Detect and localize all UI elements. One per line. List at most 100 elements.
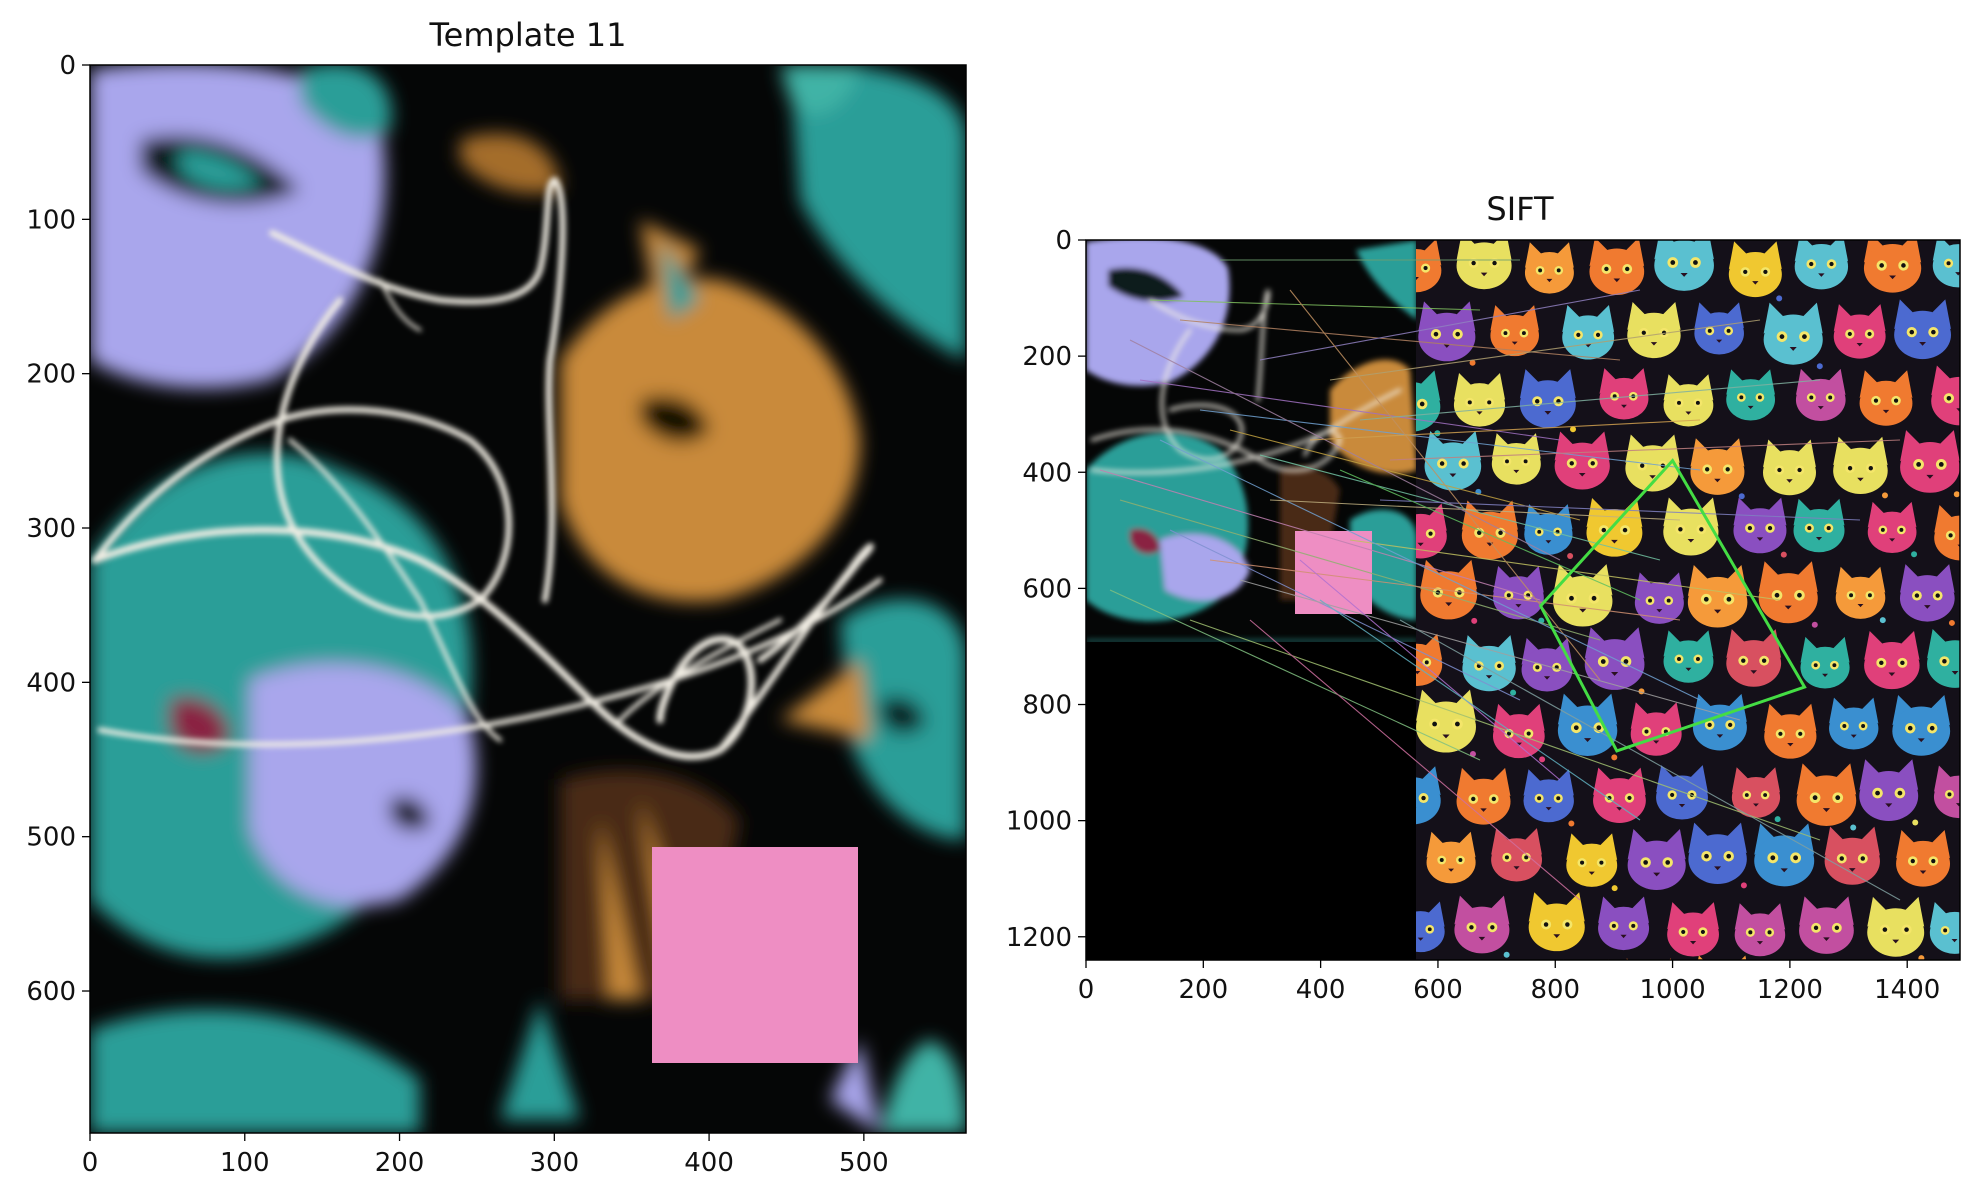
scene-cat: [1867, 501, 1918, 558]
scene-cat: [1764, 703, 1817, 759]
scene-cat: [1493, 566, 1545, 624]
sift-panel-title: SIFT: [1486, 190, 1554, 228]
scene-cat: [1799, 896, 1854, 954]
scene-cat: [1416, 901, 1445, 953]
template-y-tick-label: 200: [26, 360, 76, 390]
scene-cat: [1630, 702, 1682, 756]
scene-cat: [1698, 955, 1747, 960]
template-y-tick-label: 500: [26, 823, 76, 853]
scene-cat: [1763, 439, 1816, 496]
template-x-tick-label: 0: [82, 1148, 99, 1178]
template-x-tick-label: 300: [529, 1148, 579, 1178]
template-panel: Template 11: [26, 16, 967, 1178]
template-y-tick-label: 400: [26, 668, 76, 698]
scene-cat: [1933, 765, 1960, 819]
scene-cat: [1426, 831, 1476, 884]
sift-y-axis: 0 200 400 600 800 1000 1200: [1006, 226, 1086, 953]
template-pink-rect: [652, 847, 858, 1063]
scene-cat: [1758, 561, 1818, 628]
scene-cat: [1734, 903, 1786, 957]
scene-cat: [1726, 629, 1782, 687]
sift-match-lines: [1099, 259, 1901, 901]
scene-cat: [1754, 823, 1815, 887]
scene-cat: [1927, 629, 1960, 688]
sift-y-tick-label: 800: [1022, 691, 1072, 721]
scene-cat: [1968, 703, 1978, 762]
scene-cat: [1589, 240, 1645, 295]
scene-cat: [1966, 569, 1978, 626]
sift-homography-polygon: [1538, 458, 1807, 753]
scene-cat: [1863, 240, 1922, 293]
scene-cat: [1965, 829, 1978, 891]
scene-cat: [1692, 693, 1747, 751]
scene-cat: [1424, 431, 1482, 495]
template-y-axis: 0 100 200 300 400 500 600: [26, 51, 90, 1007]
scene-cat: [1562, 305, 1615, 360]
scene-cat: [1690, 438, 1745, 500]
scene-cat: [1566, 833, 1618, 892]
scene-cat: [1416, 370, 1441, 437]
scene-cat: [1694, 302, 1744, 355]
sift-scene-image: [1416, 240, 1978, 1026]
sift-x-tick-label: 400: [1296, 975, 1346, 1005]
scene-cat: [1625, 434, 1680, 492]
template-x-tick-label: 500: [839, 1148, 889, 1178]
scene-cat: [1598, 896, 1650, 951]
scene-cat: [1524, 504, 1574, 559]
template-y-tick-label: 0: [59, 51, 76, 81]
scene-cat: [1859, 759, 1919, 826]
sift-panel: SIFT: [1006, 190, 1978, 1026]
sift-y-tick-label: 600: [1022, 574, 1072, 604]
template-x-tick-label: 100: [220, 1148, 270, 1178]
scene-cat: [1929, 902, 1960, 954]
scene-cat: [1667, 902, 1719, 957]
scene-cat: [1972, 297, 1978, 355]
template-image: [90, 65, 966, 1133]
scene-cat: [1456, 240, 1512, 290]
scene-cat: [1763, 302, 1823, 370]
scene-cat: [1966, 437, 1978, 494]
sift-x-tick-label: 1000: [1639, 975, 1705, 1005]
scene-cat: [1900, 430, 1960, 498]
scene-cat: [1892, 694, 1951, 756]
sift-x-axis: 0 200 400 600 800 1000 1200 1400: [1078, 960, 1940, 1005]
scene-cat: [1899, 564, 1955, 626]
scene-cat: [1491, 828, 1542, 882]
scene-cat: [1859, 370, 1913, 426]
scene-cat: [1835, 566, 1886, 624]
scene-cat: [1416, 503, 1447, 559]
scene-cat: [1454, 895, 1510, 958]
scene-cat: [1524, 242, 1574, 294]
sift-y-tick-label: 0: [1055, 226, 1072, 256]
sift-y-tick-label: 1000: [1006, 807, 1072, 837]
scene-cat: [1663, 374, 1714, 427]
template-y-tick-label: 300: [26, 514, 76, 544]
scene-cat: [1726, 369, 1776, 421]
scene-cat: [1833, 436, 1888, 499]
scene-cat: [1931, 365, 1960, 426]
scene-cat: [1830, 965, 1880, 1021]
scene-cat: [1864, 630, 1920, 690]
scene-cat: [1491, 433, 1541, 485]
scene-cat: [1932, 240, 1960, 288]
template-panel-title: Template 11: [429, 16, 627, 54]
template-y-tick-label: 100: [26, 205, 76, 235]
sift-x-tick-label: 800: [1530, 975, 1580, 1005]
template-x-axis: 0 100 200 300 400 500: [82, 1133, 889, 1178]
sift-x-tick-label: 200: [1178, 975, 1228, 1005]
scene-cat: [1966, 960, 1978, 1026]
scene-cat: [1795, 368, 1846, 422]
template-axes-frame: [89, 64, 967, 1134]
scene-cat: [1824, 826, 1880, 885]
scene-cat: [1829, 697, 1879, 750]
sift-x-tick-label: 600: [1413, 975, 1463, 1005]
scene-cat: [1896, 830, 1951, 887]
scene-cat: [1733, 497, 1787, 558]
sift-template-thumbnail: [1086, 240, 1417, 642]
scene-cat: [1490, 305, 1539, 357]
scene-cat: [1654, 240, 1714, 291]
sift-x-tick-label: 1200: [1757, 975, 1823, 1005]
scene-cat: [1793, 498, 1845, 553]
scene-cat: [1627, 829, 1686, 891]
scene-cat: [1688, 822, 1747, 889]
